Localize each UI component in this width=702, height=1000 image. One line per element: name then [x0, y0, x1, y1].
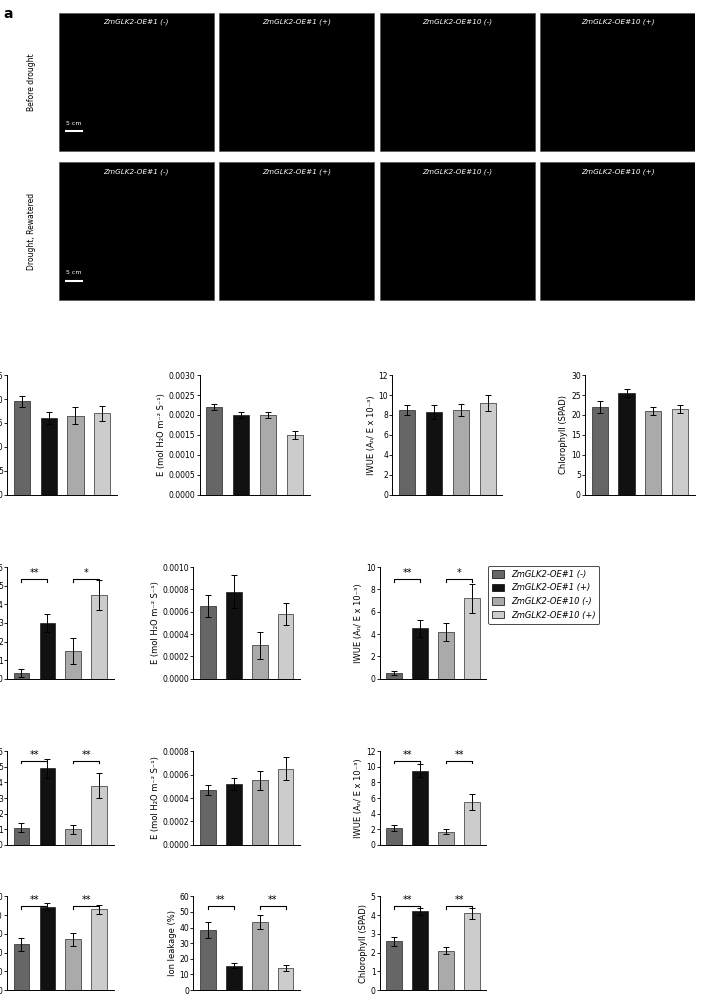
Bar	[386, 941, 402, 990]
Bar	[645, 411, 661, 495]
Bar	[39, 623, 55, 679]
Y-axis label: IWUE (Aₙ/ E x 10⁻³): IWUE (Aₙ/ E x 10⁻³)	[355, 758, 364, 838]
FancyBboxPatch shape	[59, 13, 213, 151]
Text: **: **	[454, 895, 464, 905]
Text: ZmGLK2-OE#10 (+): ZmGLK2-OE#10 (+)	[581, 168, 654, 175]
Bar	[438, 632, 454, 679]
Bar	[252, 922, 267, 990]
Bar	[278, 968, 293, 990]
Bar	[278, 614, 293, 679]
Bar	[618, 393, 635, 495]
Text: **: **	[29, 568, 39, 578]
Bar	[91, 786, 107, 845]
Text: **: **	[29, 895, 39, 905]
Bar	[91, 909, 107, 990]
Bar	[13, 673, 29, 679]
Text: ZmGLK2-OE#1 (-): ZmGLK2-OE#1 (-)	[103, 19, 169, 25]
FancyBboxPatch shape	[540, 162, 695, 300]
Bar	[386, 828, 402, 845]
Text: 5 cm: 5 cm	[67, 121, 82, 126]
Bar	[13, 944, 29, 990]
Text: *: *	[84, 568, 88, 578]
FancyBboxPatch shape	[540, 13, 695, 151]
Bar	[226, 592, 241, 679]
Bar	[592, 407, 608, 495]
Bar	[464, 802, 480, 845]
Text: 5 cm: 5 cm	[67, 270, 82, 275]
Text: **: **	[402, 750, 412, 760]
Bar	[412, 628, 428, 679]
Y-axis label: Chlorophyll (SPAD): Chlorophyll (SPAD)	[359, 904, 368, 983]
FancyBboxPatch shape	[219, 162, 374, 300]
Bar	[453, 410, 469, 495]
Bar	[65, 829, 81, 845]
Bar	[260, 415, 276, 495]
Bar	[200, 606, 216, 679]
Bar	[426, 412, 442, 495]
Text: ZmGLK2-OE#1 (+): ZmGLK2-OE#1 (+)	[262, 168, 331, 175]
Bar	[94, 413, 110, 495]
Text: a: a	[4, 7, 13, 21]
Bar	[412, 911, 428, 990]
Bar	[65, 939, 81, 990]
Bar	[252, 645, 267, 679]
Text: **: **	[402, 895, 412, 905]
Text: **: **	[454, 750, 464, 760]
Bar	[412, 771, 428, 845]
Bar	[399, 410, 415, 495]
Text: ZmGLK2-OE#10 (+): ZmGLK2-OE#10 (+)	[581, 19, 654, 25]
Bar	[39, 907, 55, 990]
Bar	[91, 595, 107, 679]
Text: Before drought: Before drought	[27, 53, 36, 111]
Bar	[464, 598, 480, 679]
Text: **: **	[402, 568, 412, 578]
Bar	[479, 403, 496, 495]
Bar	[65, 651, 81, 679]
FancyBboxPatch shape	[380, 13, 534, 151]
Text: ZmGLK2-OE#1 (+): ZmGLK2-OE#1 (+)	[262, 19, 331, 25]
FancyBboxPatch shape	[59, 162, 213, 300]
Y-axis label: Ion leakage (%): Ion leakage (%)	[168, 910, 177, 976]
Bar	[226, 966, 241, 990]
Bar	[14, 401, 30, 495]
Bar	[41, 418, 57, 495]
Bar	[278, 769, 293, 845]
Text: ZmGLK2-OE#10 (-): ZmGLK2-OE#10 (-)	[422, 19, 492, 25]
Text: **: **	[29, 750, 39, 760]
Text: Drought, Rewatered: Drought, Rewatered	[27, 192, 36, 270]
Y-axis label: IWUE (Aₙ/ E x 10⁻³): IWUE (Aₙ/ E x 10⁻³)	[366, 395, 376, 475]
FancyBboxPatch shape	[219, 13, 374, 151]
Text: **: **	[81, 895, 91, 905]
Text: ZmGLK2-OE#1 (-): ZmGLK2-OE#1 (-)	[103, 168, 169, 175]
Bar	[287, 435, 303, 495]
Text: **: **	[216, 895, 225, 905]
Text: ZmGLK2-OE#10 (-): ZmGLK2-OE#10 (-)	[422, 168, 492, 175]
Bar	[67, 416, 84, 495]
Bar	[39, 768, 55, 845]
Y-axis label: E (mol H₂O m⁻² S⁻¹): E (mol H₂O m⁻² S⁻¹)	[151, 581, 160, 664]
Bar	[438, 951, 454, 990]
Y-axis label: Chlorophyll (SPAD): Chlorophyll (SPAD)	[559, 395, 568, 474]
FancyBboxPatch shape	[380, 162, 534, 300]
Text: **: **	[268, 895, 277, 905]
Y-axis label: IWUE (Aₙ/ E x 10⁻³): IWUE (Aₙ/ E x 10⁻³)	[355, 583, 364, 663]
Text: **: **	[81, 750, 91, 760]
Bar	[226, 784, 241, 845]
Bar	[233, 415, 249, 495]
Bar	[200, 790, 216, 845]
Bar	[206, 407, 223, 495]
Bar	[672, 409, 688, 495]
Y-axis label: E (mol H₂O m⁻² S⁻¹): E (mol H₂O m⁻² S⁻¹)	[151, 757, 160, 839]
Bar	[252, 780, 267, 845]
Bar	[438, 832, 454, 845]
Bar	[386, 673, 402, 679]
Bar	[200, 930, 216, 990]
Bar	[464, 913, 480, 990]
Legend: ZmGLK2-OE#1 (-), ZmGLK2-OE#1 (+), ZmGLK2-OE#10 (-), ZmGLK2-OE#10 (+): ZmGLK2-OE#1 (-), ZmGLK2-OE#1 (+), ZmGLK2…	[488, 566, 600, 624]
Text: *: *	[457, 568, 461, 578]
Y-axis label: E (mol H₂O m⁻² S⁻¹): E (mol H₂O m⁻² S⁻¹)	[157, 393, 166, 476]
Bar	[13, 828, 29, 845]
